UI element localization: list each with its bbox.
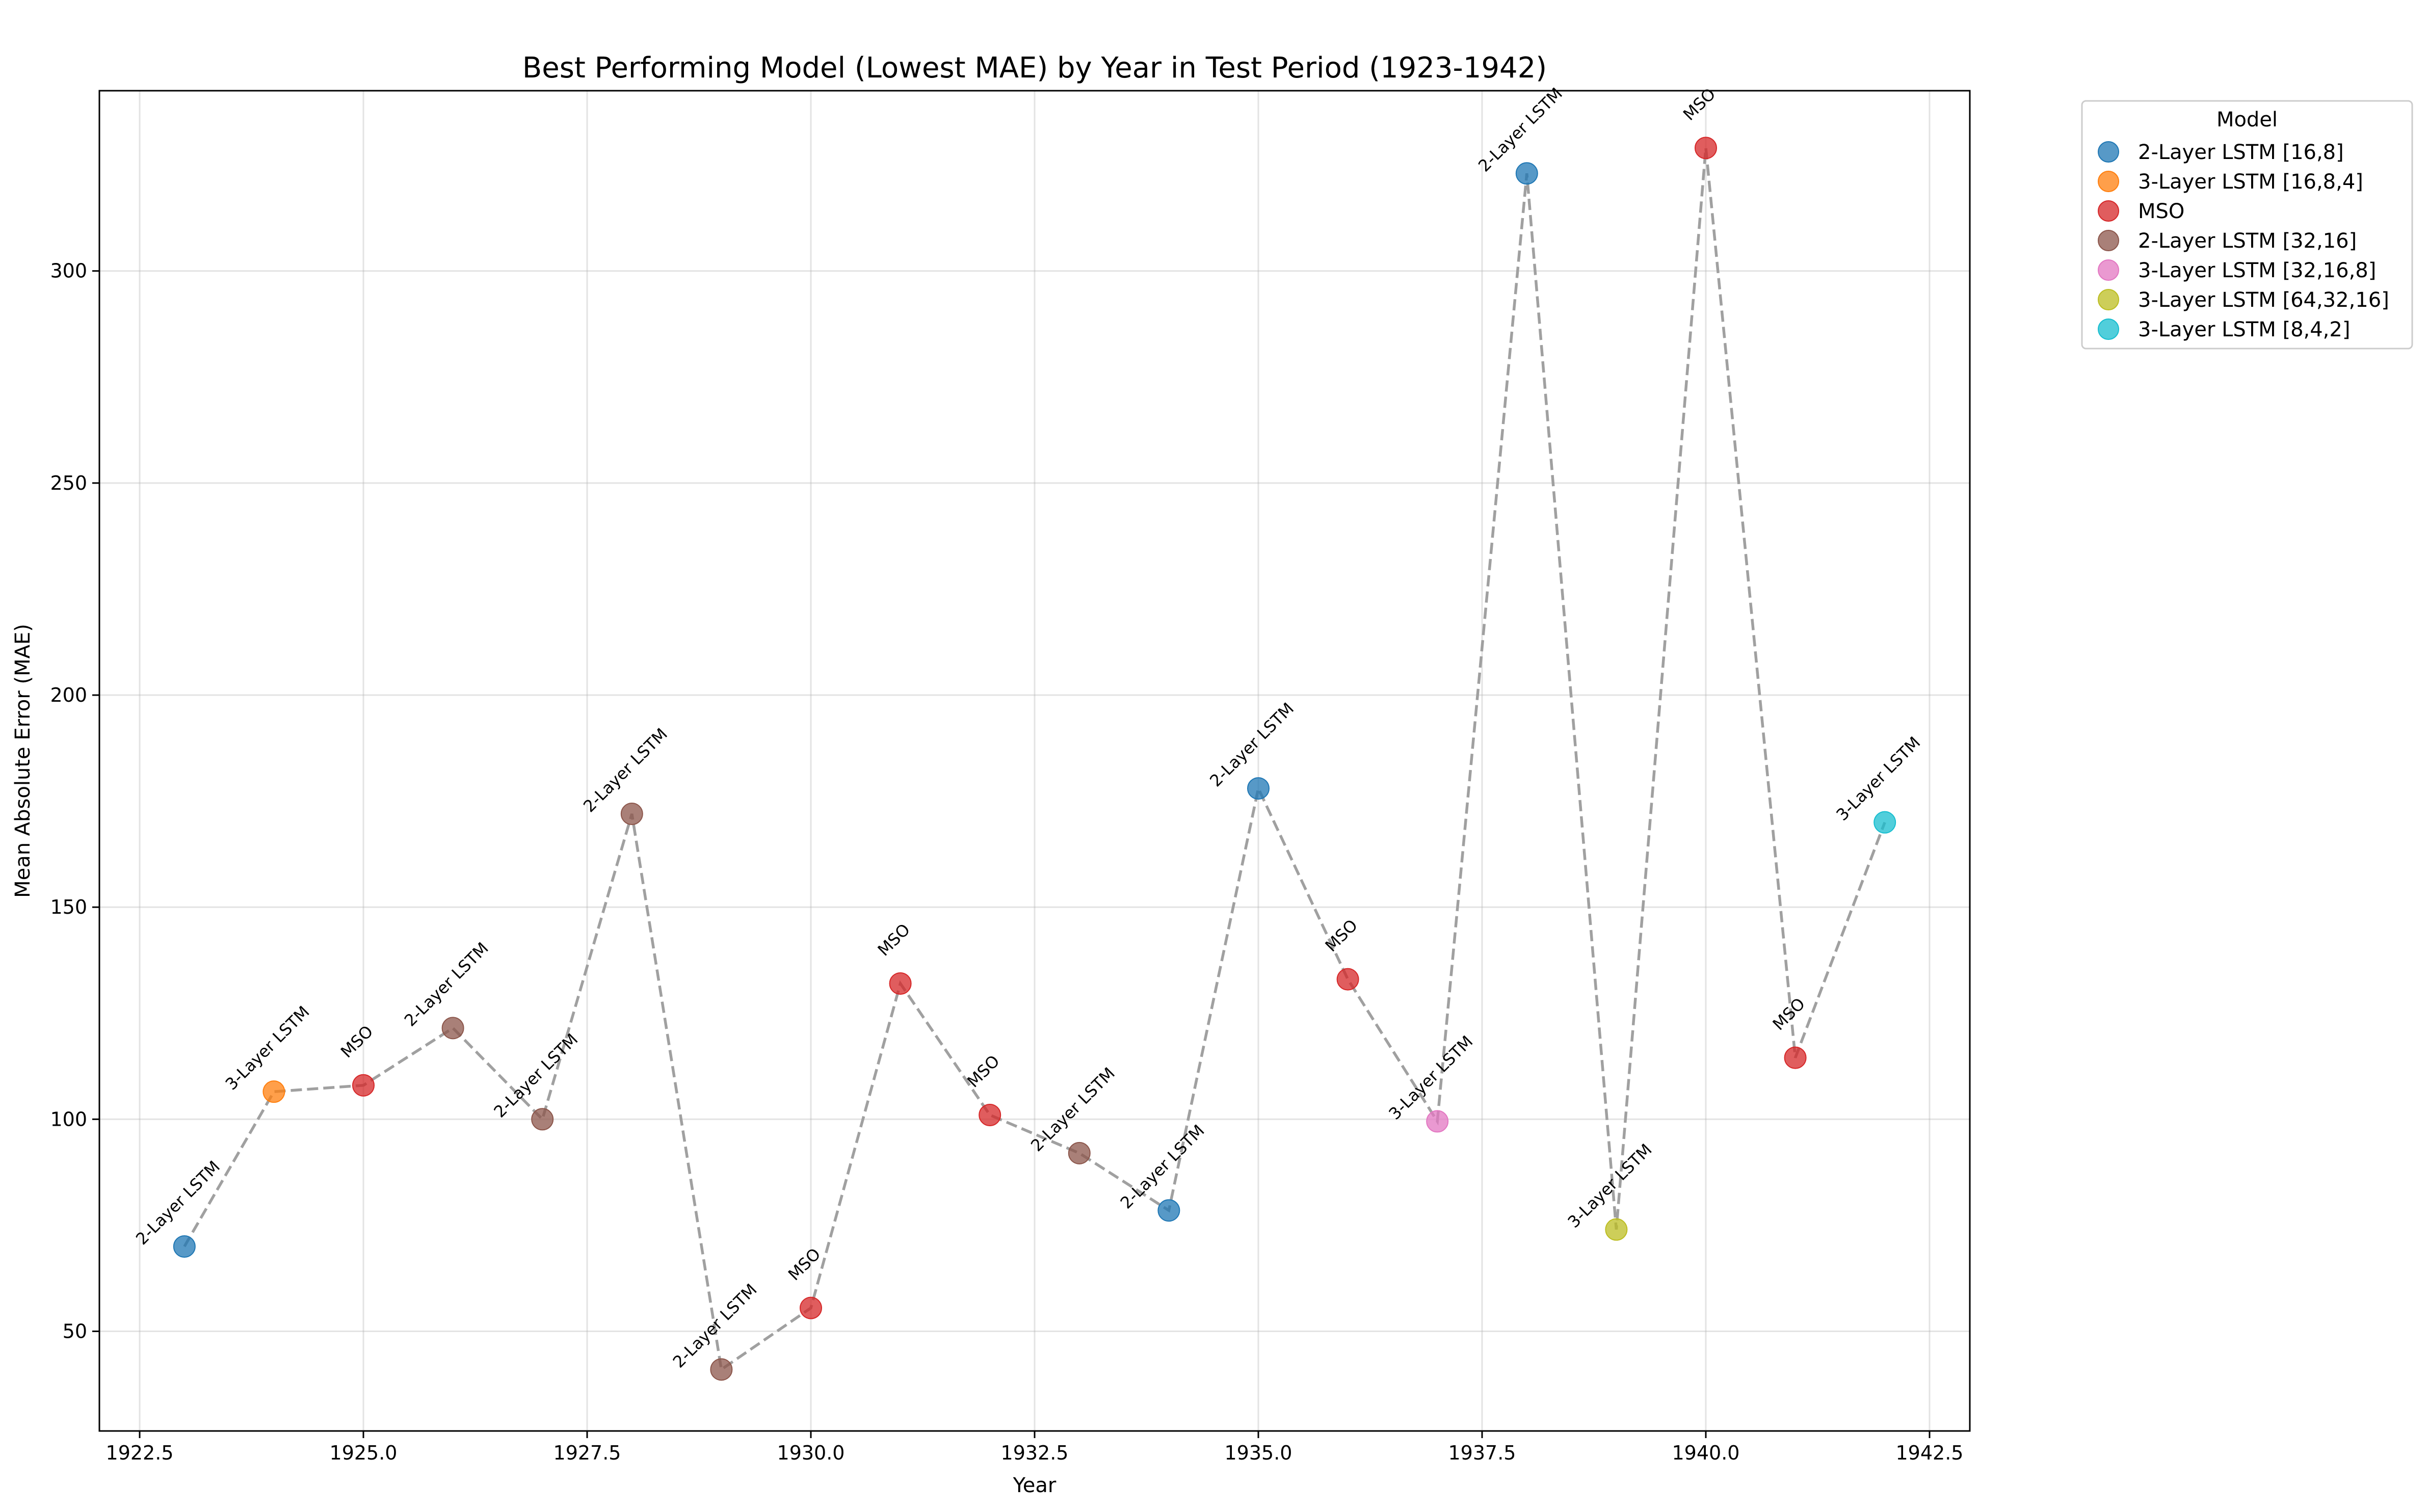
- legend-marker: [2098, 289, 2119, 310]
- legend-marker: [2098, 259, 2119, 281]
- legend-entry-label: 3-Layer LSTM [16,8,4]: [2138, 170, 2363, 194]
- data-point: [1157, 1199, 1180, 1222]
- data-points: [173, 137, 1896, 1381]
- y-axis-ticks: 50 100 150 200 250 300: [50, 260, 99, 1342]
- data-point: [1873, 811, 1896, 834]
- legend-entry-label: MSO: [2138, 200, 2184, 223]
- x-tick-label: 1927.5: [553, 1442, 621, 1464]
- data-point: [1605, 1218, 1628, 1241]
- data-point: [979, 1103, 1001, 1126]
- legend-entry-label: 3-Layer LSTM [8,4,2]: [2138, 318, 2350, 341]
- legend-marker: [2098, 230, 2119, 251]
- legend-entry-label: 3-Layer LSTM [64,32,16]: [2138, 288, 2389, 312]
- x-axis-label: Year: [1013, 1474, 1057, 1497]
- legend-title: Model: [2216, 108, 2278, 131]
- y-tick-label: 150: [50, 896, 87, 918]
- data-point: [173, 1235, 196, 1258]
- data-point: [620, 803, 643, 826]
- legend-marker: [2098, 200, 2119, 222]
- x-tick-label: 1925.0: [330, 1442, 398, 1464]
- grid-lines: [99, 91, 1970, 1431]
- y-tick-label: 250: [50, 472, 87, 494]
- data-point: [1426, 1110, 1449, 1133]
- data-point: [531, 1108, 554, 1131]
- legend-marker: [2098, 319, 2119, 340]
- legend-marker: [2098, 141, 2119, 163]
- data-point: [1515, 162, 1538, 185]
- legend-entry-label: 2-Layer LSTM [32,16]: [2138, 229, 2357, 253]
- data-point: [889, 972, 912, 995]
- legend-entry-label: 3-Layer LSTM [32,16,8]: [2138, 259, 2376, 282]
- data-point: [1784, 1046, 1807, 1069]
- data-point: [352, 1074, 375, 1097]
- y-tick-label: 200: [50, 684, 87, 706]
- legend-entry-label: 2-Layer LSTM [16,8]: [2138, 141, 2344, 164]
- x-tick-label: 1937.5: [1448, 1442, 1516, 1464]
- data-point: [441, 1017, 464, 1040]
- data-point: [1694, 137, 1717, 160]
- y-tick-label: 300: [50, 260, 87, 282]
- x-tick-label: 1922.5: [106, 1442, 174, 1464]
- data-point: [710, 1358, 733, 1381]
- data-point: [1068, 1142, 1091, 1164]
- y-tick-label: 50: [63, 1320, 87, 1342]
- data-point: [1247, 777, 1270, 800]
- series-connector: [183, 148, 1886, 1372]
- data-point: [262, 1080, 285, 1103]
- legend: Model 2-Layer LSTM [16,8] 3-Layer LSTM [1…: [2081, 100, 2413, 350]
- chart-title: Best Performing Model (Lowest MAE) by Ye…: [522, 51, 1547, 85]
- legend-box: [2081, 100, 2413, 350]
- y-tick-label: 100: [50, 1108, 87, 1130]
- data-point: [1336, 968, 1359, 991]
- x-tick-label: 1930.0: [777, 1442, 845, 1464]
- x-tick-label: 1935.0: [1225, 1442, 1292, 1464]
- legend-marker: [2098, 171, 2119, 192]
- x-axis-ticks: 1922.5 1925.0 1927.5 1930.0 1932.5 1935.0 1937…: [106, 1431, 1963, 1464]
- x-tick-label: 1942.5: [1895, 1442, 1963, 1464]
- connector-line: [183, 148, 1886, 1372]
- x-tick-label: 1940.0: [1672, 1442, 1740, 1464]
- data-point: [800, 1296, 823, 1319]
- legend-entries: 2-Layer LSTM [16,8] 3-Layer LSTM [16,8,4]…: [2098, 141, 2389, 341]
- x-tick-label: 1932.5: [1001, 1442, 1069, 1464]
- y-axis-label: Mean Absolute Error (MAE): [11, 624, 35, 898]
